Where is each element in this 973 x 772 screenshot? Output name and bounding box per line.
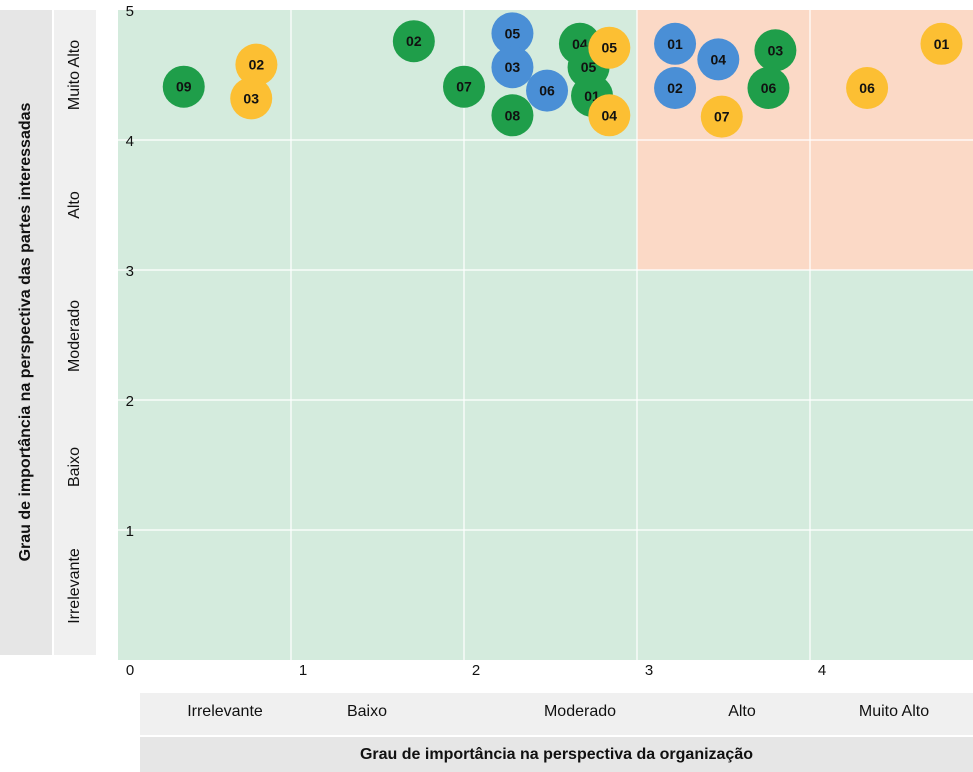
data-point (443, 65, 485, 108)
data-point-label: 05 (505, 25, 521, 41)
data-point-label: 02 (667, 80, 683, 96)
data-point-label: 05 (602, 40, 618, 56)
data-point (491, 46, 534, 89)
data-point-label: 02 (406, 33, 422, 49)
x-axis-title-band (140, 737, 973, 772)
data-point (654, 67, 697, 109)
data-point-label: 07 (456, 79, 472, 95)
data-point-label: 03 (768, 42, 784, 58)
data-point (392, 20, 435, 63)
data-point-label: 06 (761, 80, 777, 96)
y-tick-label: 1 (126, 523, 134, 540)
data-point (700, 95, 743, 138)
data-point (235, 43, 278, 86)
data-point-label: 02 (249, 57, 265, 73)
x-category-baixo: Baixo (346, 703, 388, 720)
data-point-label: 04 (711, 51, 727, 67)
y-tick-label: 5 (126, 3, 134, 20)
data-point (491, 12, 534, 55)
data-point-label: 06 (859, 80, 875, 96)
data-point (230, 77, 273, 120)
data-point-label: 01 (667, 36, 683, 52)
data-point (491, 94, 534, 137)
x-axis-category-band (140, 693, 973, 735)
data-point (162, 65, 205, 108)
data-point (920, 22, 963, 65)
data-point (588, 94, 631, 137)
data-point-label: 04 (602, 107, 618, 123)
x-category-moderado: Moderado (543, 703, 617, 720)
data-point (846, 67, 889, 109)
data-point-label: 09 (176, 79, 192, 95)
x-category-alto: Alto (728, 703, 756, 720)
data-point-label: 03 (505, 59, 521, 75)
data-point-label: 08 (505, 107, 521, 123)
y-tick-label: 3 (126, 263, 134, 280)
x-tick-label: 0 (126, 662, 134, 679)
x-tick-label: 4 (818, 662, 826, 679)
y-axis-category-band (54, 10, 96, 655)
x-category-muito-alto: Muito Alto (858, 703, 930, 720)
y-tick-label: 2 (126, 393, 134, 410)
data-point (588, 26, 631, 69)
x-category-irrelevante: Irrelevante (187, 703, 263, 720)
data-point (654, 22, 697, 65)
data-point (754, 29, 797, 72)
x-axis-title: Grau de importância na perspectiva da or… (359, 746, 753, 763)
data-point-label: 07 (714, 109, 730, 125)
data-point (747, 67, 790, 109)
data-point-label: 06 (539, 83, 555, 99)
data-point-label: 03 (243, 90, 259, 106)
y-tick-label: 4 (126, 133, 134, 150)
y-axis-title-band (0, 10, 52, 655)
x-tick-label: 2 (472, 662, 480, 679)
x-tick-label: 1 (299, 662, 307, 679)
data-point-label: 05 (581, 59, 597, 75)
data-point (526, 69, 569, 112)
data-point-label: 01 (934, 36, 950, 52)
data-point (697, 38, 740, 81)
x-tick-label: 3 (645, 662, 653, 679)
